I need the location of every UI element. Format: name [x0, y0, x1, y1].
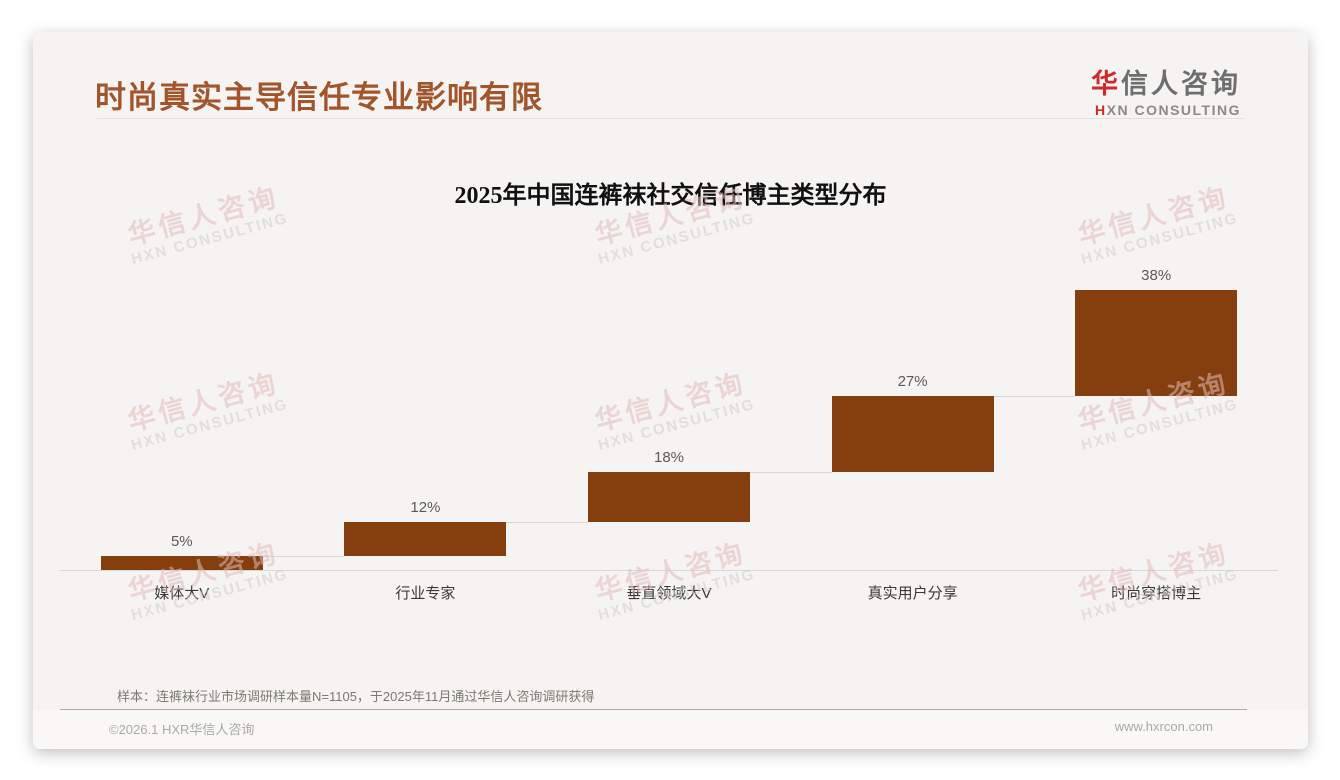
page-title: 时尚真实主导信任专业影响有限 [95, 80, 543, 115]
logo-cn-rest: 信人咨询 [1121, 69, 1241, 99]
footer-divider [60, 709, 1247, 710]
report-card: 时尚真实主导信任专业影响有限 华信人咨询 HXN CONSULTING 2025… [33, 32, 1308, 749]
waterfall-bar [588, 472, 750, 523]
footer-strip [33, 710, 1308, 749]
waterfall-bar [831, 396, 994, 472]
logo-cn-accent-char: 华 [1091, 69, 1121, 99]
chart-title: 2025年中国连裤袜社交信任博主类型分布 [454, 183, 887, 209]
waterfall-chart: 5% 媒体大V 12% 行业专家 18% 垂直领域大V 27% 真实用户分享 38% 时尚穿搭博主 [60, 240, 1278, 620]
bar-value-label: 38% [1141, 267, 1172, 284]
waterfall-bar [1075, 290, 1238, 397]
header-divider [97, 118, 1244, 119]
bar-value-label: 5% [170, 533, 193, 550]
logo-en-rest: XN CONSULTING [1106, 102, 1241, 118]
copyright-text: ©2026.1 HXR华信人咨询 [109, 722, 255, 737]
bar-value-label: 18% [653, 449, 685, 466]
category-label: 垂直领域大V [626, 585, 712, 602]
website-url: www.hxrcon.com [1114, 719, 1213, 734]
logo-en-text: HXN CONSULTING [1091, 102, 1241, 118]
x-axis-baseline [60, 570, 1278, 571]
category-label: 媒体大V [154, 585, 210, 602]
connector-line [262, 556, 345, 557]
sample-note: 样本：连裤袜行业市场调研样本量N=1105，于2025年11月通过华信人咨询调研… [117, 689, 595, 704]
bar-value-label: 27% [897, 373, 928, 391]
logo-en-accent-char: H [1095, 102, 1107, 118]
logo-cn-text: 华信人咨询 [1091, 62, 1241, 101]
connector-line [750, 472, 832, 473]
category-label: 真实用户分享 [867, 585, 958, 602]
category-label: 时尚穿搭博主 [1111, 585, 1202, 602]
bar-value-label: 12% [410, 499, 441, 517]
waterfall-bar [100, 556, 263, 570]
connector-line [993, 396, 1076, 398]
waterfall-bar [344, 522, 507, 556]
company-logo: 华信人咨询 HXN CONSULTING [1091, 62, 1241, 118]
connector-line [506, 522, 588, 524]
category-label: 行业专家 [395, 585, 456, 602]
